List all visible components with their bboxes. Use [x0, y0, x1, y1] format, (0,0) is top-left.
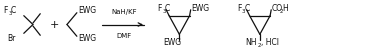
Text: F: F [157, 4, 162, 13]
Text: +: + [49, 20, 59, 29]
Text: EWG: EWG [78, 6, 96, 15]
Text: C: C [244, 4, 250, 13]
Text: 3: 3 [242, 9, 246, 14]
Text: F: F [4, 6, 8, 15]
Text: C: C [165, 4, 170, 13]
Text: 3: 3 [162, 9, 166, 14]
Text: F: F [237, 4, 242, 13]
Text: 2: 2 [257, 43, 261, 48]
Text: EWG: EWG [78, 34, 96, 43]
Text: C: C [11, 6, 16, 15]
Text: CO: CO [272, 4, 283, 13]
Text: DMF: DMF [116, 33, 131, 39]
Text: NaH/KF: NaH/KF [111, 9, 137, 15]
Text: 3: 3 [8, 11, 12, 16]
Text: EWG: EWG [191, 4, 209, 13]
Text: Br: Br [7, 34, 16, 43]
Text: 2: 2 [280, 9, 284, 14]
Text: H: H [283, 4, 288, 13]
Text: EWG: EWG [164, 38, 182, 47]
Text: , HCl: , HCl [261, 38, 279, 47]
Text: NH: NH [245, 38, 257, 47]
